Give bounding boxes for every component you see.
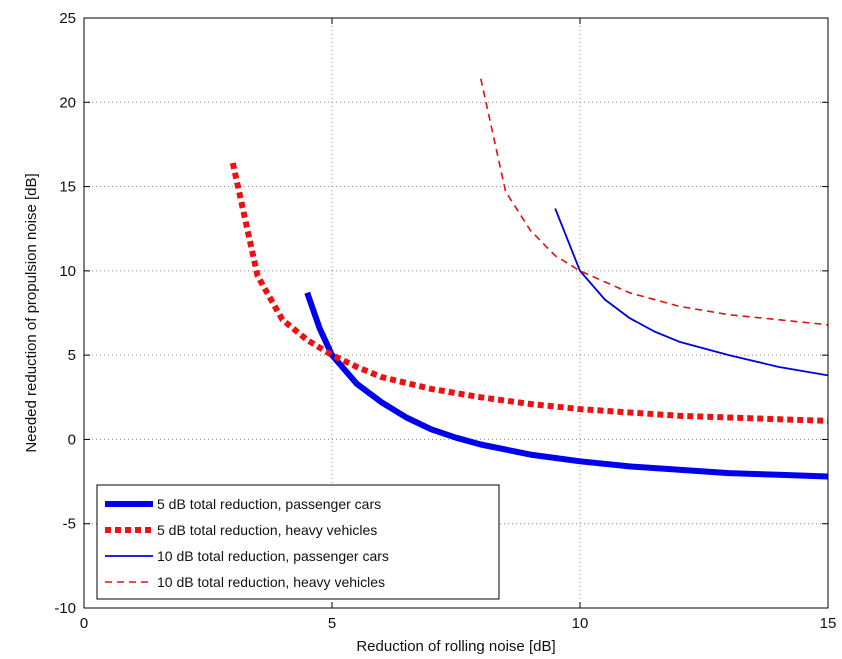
legend-label: 5 dB total reduction, passenger cars [157,496,381,512]
plot-frame [83,17,829,609]
y-tick-label: -10 [54,600,76,617]
series-layer [229,78,829,480]
legend-box [96,484,500,600]
y-tick-label: 10 [59,263,76,280]
x-tick-label: 0 [80,615,88,632]
series-line-4 [480,78,829,326]
legend-label: 10 dB total reduction, heavy vehicles [157,574,385,590]
x-tick-label: 10 [572,615,589,632]
x-axis-label: Reduction of rolling noise [dB] [356,638,555,655]
y-tick-label: 25 [59,10,76,27]
legend-label: 10 dB total reduction, passenger cars [157,548,389,564]
series-line-3 [554,208,829,377]
y-tick-label: 0 [68,431,76,448]
y-tick-label: 5 [68,347,76,364]
x-tick-label: 15 [820,615,837,632]
y-tick-label: 20 [59,94,76,111]
y-axis-label: Needed reduction of propulsion noise [dB… [23,173,40,452]
legend-label: 5 dB total reduction, heavy vehicles [157,522,377,538]
series-line-1 [304,291,829,480]
legend: 5 dB total reduction, passenger cars 5 dB… [96,484,500,600]
x-tick-label: 5 [328,615,336,632]
y-tick-label: -5 [63,516,76,533]
series-line-2 [229,162,829,424]
y-tick-label: 15 [59,179,76,196]
